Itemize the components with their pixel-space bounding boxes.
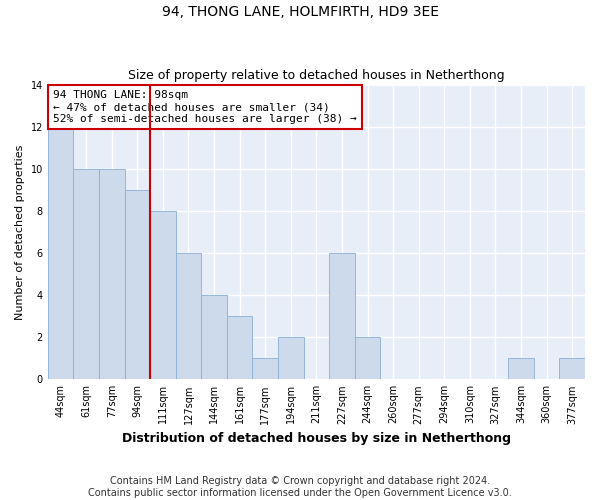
Bar [201,295,227,380]
Bar [559,358,585,380]
Bar [508,358,534,380]
Bar [278,337,304,380]
Bar [176,253,201,380]
Bar [150,211,176,380]
Y-axis label: Number of detached properties: Number of detached properties [15,144,25,320]
Bar [48,126,73,380]
Text: 94 THONG LANE: 98sqm
← 47% of detached houses are smaller (34)
52% of semi-detac: 94 THONG LANE: 98sqm ← 47% of detached h… [53,90,357,124]
Bar [227,316,253,380]
Bar [329,253,355,380]
Title: Size of property relative to detached houses in Netherthong: Size of property relative to detached ho… [128,69,505,82]
Bar [125,190,150,380]
Bar [355,337,380,380]
Text: 94, THONG LANE, HOLMFIRTH, HD9 3EE: 94, THONG LANE, HOLMFIRTH, HD9 3EE [161,5,439,19]
Bar [253,358,278,380]
X-axis label: Distribution of detached houses by size in Netherthong: Distribution of detached houses by size … [122,432,511,445]
Text: Contains HM Land Registry data © Crown copyright and database right 2024.
Contai: Contains HM Land Registry data © Crown c… [88,476,512,498]
Bar [99,169,125,380]
Bar [73,169,99,380]
